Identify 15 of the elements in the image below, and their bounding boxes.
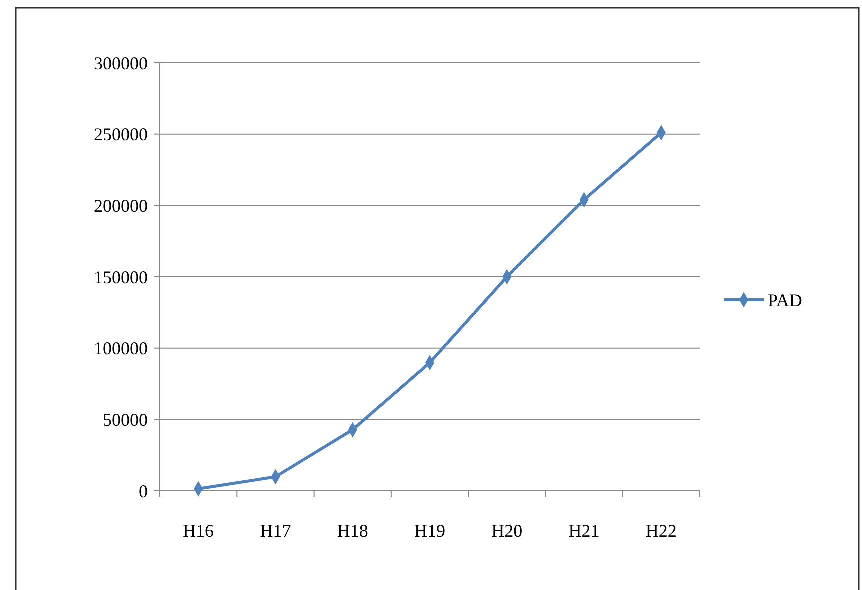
x-tick-label: H16 <box>183 521 214 541</box>
y-tick-label: 150000 <box>94 267 148 288</box>
x-tick-label: H22 <box>646 521 677 541</box>
y-tick-label: 50000 <box>103 410 148 430</box>
y-tick-label: 100000 <box>94 338 148 359</box>
y-tick-label: 0 <box>139 481 148 502</box>
y-tick-label: 250000 <box>94 124 148 145</box>
y-tick-label: 300000 <box>94 53 148 74</box>
x-tick-label: H18 <box>337 521 368 541</box>
x-tick-label: H21 <box>568 521 600 541</box>
x-tick-label: H19 <box>414 521 446 541</box>
x-tick-label: H20 <box>492 521 523 541</box>
y-tick-label: 200000 <box>94 196 148 216</box>
legend-label: PAD <box>768 290 802 310</box>
x-tick-label: H17 <box>260 521 292 541</box>
